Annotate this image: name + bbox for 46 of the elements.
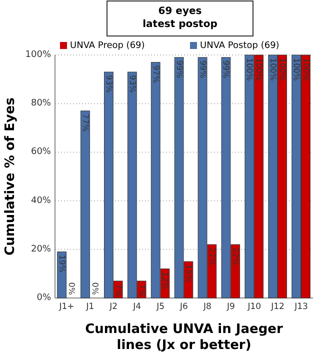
x-tick-label: J5: [156, 302, 165, 312]
y-tick-label: 80%: [30, 98, 52, 109]
data-label: 93%: [104, 75, 114, 94]
data-label: 100%: [278, 58, 288, 82]
y-tick-label: 40%: [30, 196, 52, 206]
data-label: 99%: [198, 60, 208, 79]
y-axis-title: Cumulative % of Eyes: [3, 97, 18, 256]
data-label: 100%: [254, 58, 264, 82]
data-label: 22%: [208, 248, 217, 266]
x-tick-label: J6: [179, 302, 188, 312]
data-label: 100%: [245, 58, 254, 82]
data-label: 7%: [137, 284, 146, 298]
x-tick-label: J1: [85, 302, 94, 312]
data-label: 93%: [128, 75, 137, 94]
x-tick-label: J12: [270, 302, 284, 312]
x-tick-label: J1+: [58, 302, 74, 312]
data-label: 15%: [184, 264, 194, 283]
y-tick-label: 0%: [36, 293, 52, 303]
x-tick-label: J13: [294, 302, 308, 312]
x-tick-label: J10: [246, 302, 262, 312]
data-label: 0%: [90, 282, 100, 296]
chart-title: 69 eyes latest postop: [142, 6, 218, 30]
data-label: 12%: [160, 272, 170, 290]
data-label: 0%: [66, 282, 76, 296]
data-label: 100%: [292, 58, 302, 82]
x-tick-label: J8: [202, 302, 212, 312]
data-label: 99%: [174, 60, 184, 79]
data-label: 97%: [151, 65, 160, 84]
y-tick-label: 60%: [30, 147, 52, 158]
data-label: 100%: [301, 58, 310, 82]
x-tick-label: J4: [132, 302, 142, 312]
data-label: 99%: [222, 60, 231, 79]
legend-label: UNVA Postop (69): [200, 41, 280, 51]
bar: [57, 252, 66, 298]
y-tick-label: 100%: [25, 50, 52, 60]
data-label: 19%: [58, 254, 67, 274]
data-label: 77%: [80, 114, 90, 132]
x-tick-label: J9: [226, 302, 235, 312]
x-tick-label: J2: [108, 302, 118, 312]
data-label: 7%: [114, 284, 123, 298]
bar: [80, 110, 90, 298]
data-label: 100%: [268, 58, 278, 82]
data-label: 22%: [231, 248, 240, 266]
x-axis-title: Cumulative UNVA in Jaeger lines (Jx or better): [85, 322, 284, 353]
legend-label: UNVA Preop (69): [70, 41, 145, 51]
y-tick-label: 20%: [30, 244, 52, 254]
